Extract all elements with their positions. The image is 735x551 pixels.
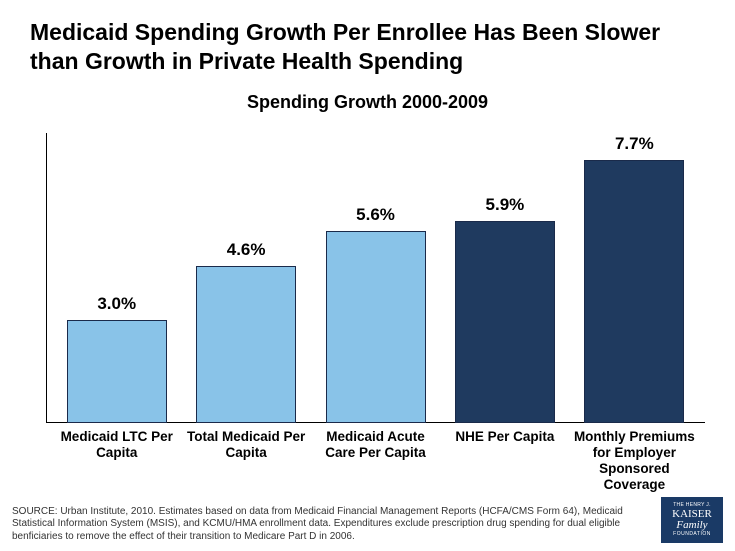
bar-chart: 3.0% 4.6% 5.6% 5.9% 7.7% <box>46 133 705 423</box>
bars-container: 3.0% 4.6% 5.6% 5.9% 7.7% <box>46 133 705 423</box>
bar-value-label: 5.6% <box>356 205 395 225</box>
bar-slot: 5.6% <box>311 133 440 423</box>
bar-slot: 7.7% <box>570 133 699 423</box>
logo-mid-text: KAISER Family <box>672 509 712 531</box>
bar-value-label: 5.9% <box>486 195 525 215</box>
bar-slot: 5.9% <box>440 133 569 423</box>
bar-rect <box>67 320 167 422</box>
bar-slot: 4.6% <box>181 133 310 423</box>
logo-family: Family <box>676 519 707 531</box>
bar-value-label: 4.6% <box>227 240 266 260</box>
bar-rect <box>326 231 426 422</box>
bar-rect <box>455 221 555 422</box>
x-axis-labels: Medicaid LTC Per CapitaTotal Medicaid Pe… <box>46 429 705 494</box>
x-axis-label: Medicaid Acute Care Per Capita <box>311 429 440 494</box>
x-axis-label: Medicaid LTC Per Capita <box>52 429 181 494</box>
bar-rect <box>196 266 296 423</box>
bar-value-label: 7.7% <box>615 134 654 154</box>
x-axis-label: Total Medicaid Per Capita <box>181 429 310 494</box>
source-text: SOURCE: Urban Institute, 2010. Estimates… <box>12 506 651 544</box>
kaiser-logo: THE HENRY J. KAISER Family FOUNDATION <box>661 497 723 543</box>
bar-slot: 3.0% <box>52 133 181 423</box>
chart-subtitle: Spending Growth 2000-2009 <box>0 92 735 113</box>
footer: SOURCE: Urban Institute, 2010. Estimates… <box>12 497 723 543</box>
logo-bottom-text: FOUNDATION <box>673 532 711 538</box>
x-axis-label: NHE Per Capita <box>440 429 569 494</box>
bar-value-label: 3.0% <box>97 294 136 314</box>
x-axis-label: Monthly Premiums for Employer Sponsored … <box>570 429 699 494</box>
bar-rect <box>584 160 684 423</box>
main-title: Medicaid Spending Growth Per Enrollee Ha… <box>0 0 735 82</box>
